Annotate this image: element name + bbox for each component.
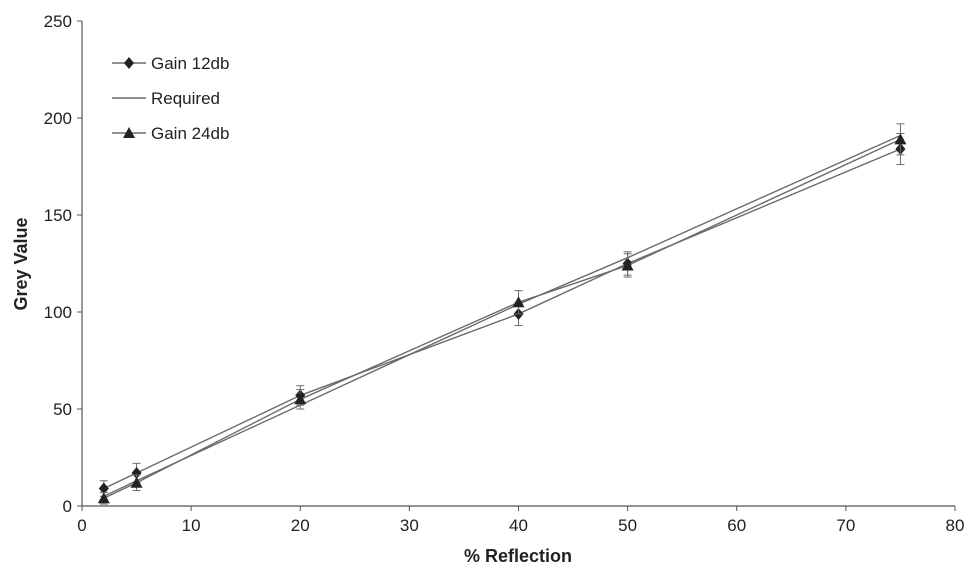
series-layer bbox=[97, 123, 907, 505]
data-point bbox=[131, 467, 142, 480]
y-tick-label: 200 bbox=[44, 109, 72, 128]
y-axis-title: Grey Value bbox=[11, 217, 31, 310]
y-tick-label: 50 bbox=[53, 400, 72, 419]
legend-swatch-marker bbox=[124, 57, 134, 69]
y-tick-label: 250 bbox=[44, 12, 72, 31]
y-tick-label: 100 bbox=[44, 303, 72, 322]
legend-label: Required bbox=[151, 89, 220, 108]
x-tick-label: 30 bbox=[400, 516, 419, 535]
data-point bbox=[98, 482, 109, 495]
y-tick-label: 150 bbox=[44, 206, 72, 225]
x-tick-label: 20 bbox=[291, 516, 310, 535]
series-2 bbox=[97, 123, 907, 505]
legend-label: Gain 24db bbox=[151, 124, 229, 143]
data-point bbox=[621, 259, 634, 271]
series-line bbox=[103, 148, 901, 490]
x-tick-label: 40 bbox=[509, 516, 528, 535]
data-point bbox=[894, 133, 907, 145]
x-tick-label: 70 bbox=[836, 516, 855, 535]
axes: 0 10 20 30 40 50 60 70 80 0 50 100 150 200 250 bbox=[44, 12, 965, 535]
x-axis-title: % Reflection bbox=[464, 546, 572, 566]
data-point bbox=[130, 476, 143, 488]
x-tick-label: 60 bbox=[727, 516, 746, 535]
x-tick-label: 0 bbox=[77, 516, 86, 535]
data-point bbox=[97, 492, 110, 504]
legend-item-1: Required bbox=[112, 89, 220, 108]
series-1 bbox=[103, 134, 901, 497]
legend-swatch-marker bbox=[123, 127, 135, 138]
series-line bbox=[103, 134, 901, 497]
x-tick-label: 50 bbox=[618, 516, 637, 535]
legend-item-0: Gain 12db bbox=[112, 54, 229, 73]
legend-item-2: Gain 24db bbox=[112, 124, 229, 143]
legend: Gain 12db Required Gain 24db bbox=[112, 54, 229, 143]
data-point bbox=[294, 393, 307, 405]
x-tick-label: 80 bbox=[946, 516, 965, 535]
data-point bbox=[512, 296, 525, 308]
series-line bbox=[103, 138, 901, 499]
y-tick-label: 0 bbox=[63, 497, 72, 516]
x-tick-label: 10 bbox=[182, 516, 201, 535]
legend-label: Gain 12db bbox=[151, 54, 229, 73]
